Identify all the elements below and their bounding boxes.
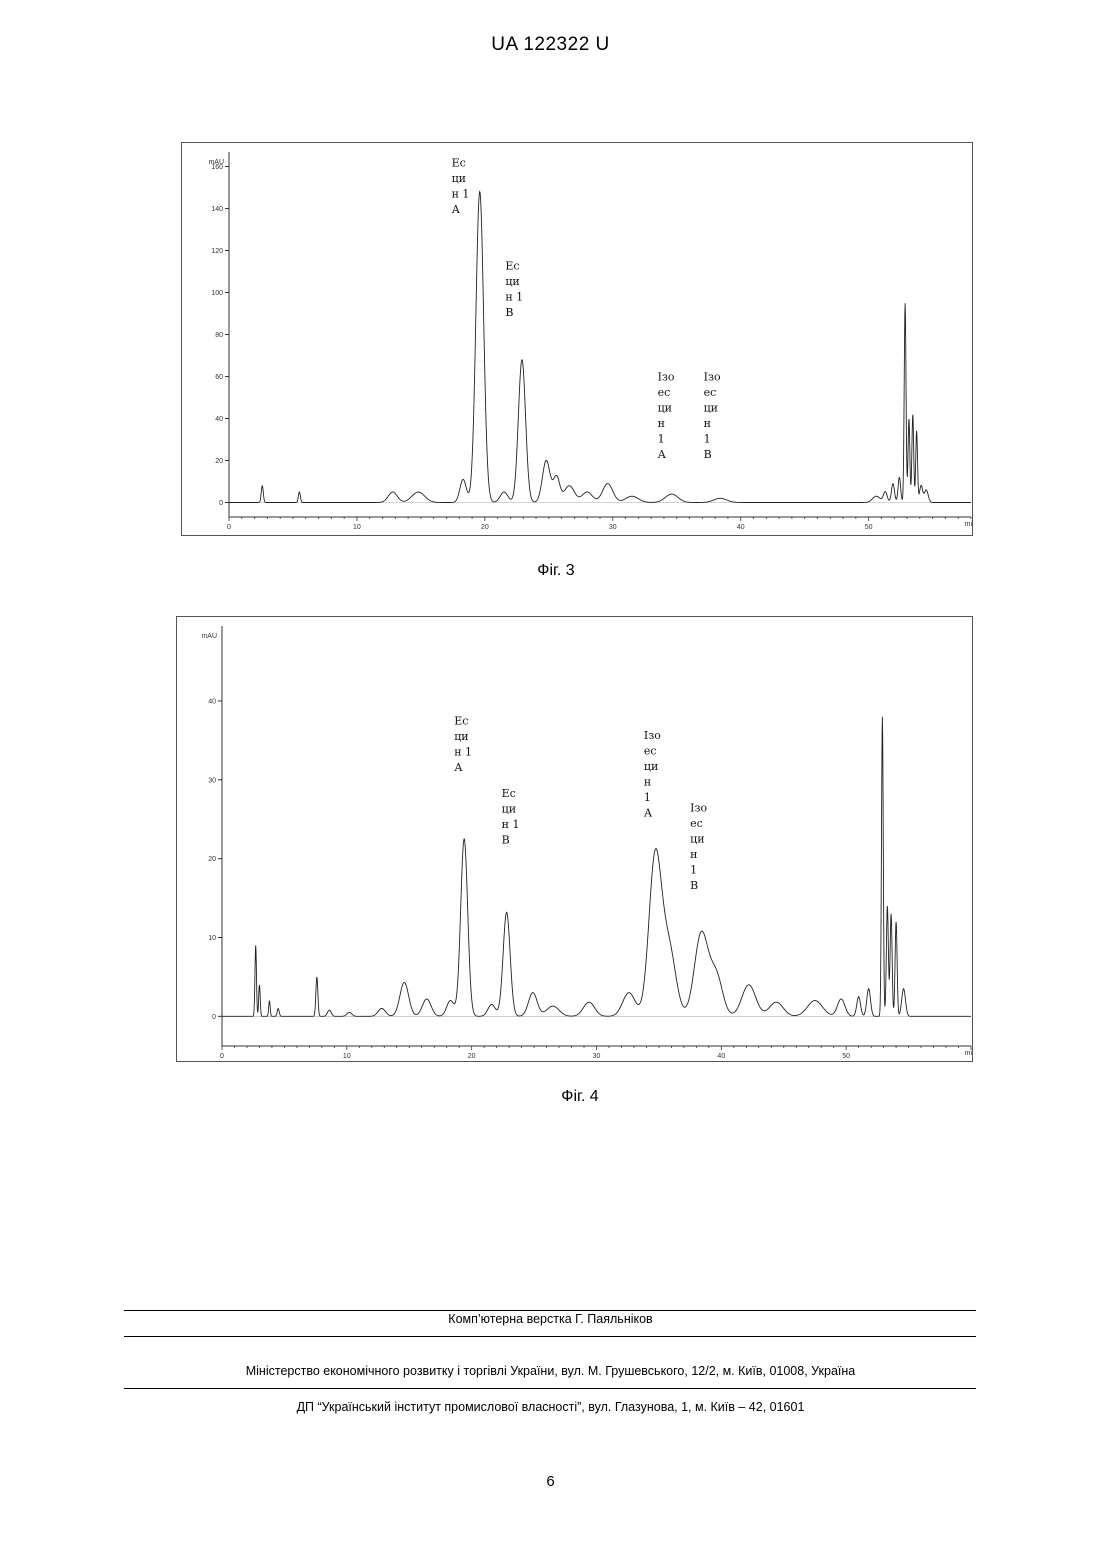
peak-annotation-line: Ес xyxy=(454,715,468,728)
y-tick-label: 60 xyxy=(215,374,223,381)
peak-annotation-line: Ес xyxy=(452,157,466,170)
y-tick-label: 40 xyxy=(208,698,216,705)
peak-annotation-line: ес xyxy=(644,744,657,757)
peak-annotation-line: Ізо xyxy=(658,371,675,384)
peak-annotation-line: ци xyxy=(505,275,519,288)
peak-annotation-line: А xyxy=(658,448,667,461)
y-tick-label: 0 xyxy=(219,500,223,507)
y-tick-label: 120 xyxy=(211,248,223,255)
peak-annotation-line: ци xyxy=(644,760,658,773)
peak-annotation-line: ци xyxy=(502,803,516,816)
y-tick-label: 0 xyxy=(212,1014,216,1021)
y-tick-label: 140 xyxy=(211,206,223,213)
peak-annotation: Ізо ес ци н 1 А xyxy=(644,729,661,820)
peak-annotation-line: н 1 xyxy=(502,818,520,831)
footer-rule-bottom xyxy=(124,1388,976,1389)
peak-annotation: Ес ци н 1 В xyxy=(505,259,523,319)
x-tick-label: 50 xyxy=(865,524,873,531)
chromatogram-fig3: mAUmi02040608010012014016001020304050Есц… xyxy=(181,142,973,536)
x-tick-label: 50 xyxy=(842,1053,850,1060)
y-tick-label: 160 xyxy=(211,164,223,171)
ministry-address: Міністерство економічного розвитку і тор… xyxy=(0,1364,1101,1378)
peak-annotation: Ізо ес ци н 1 А xyxy=(658,371,675,462)
chromatogram-fig4: mAU mi 0 10 20 30 40 0 10 20 30 40 50 Ес ци н 1 А Ес ци н 1… xyxy=(176,616,973,1062)
peak-annotation-line: Ізо xyxy=(690,801,707,814)
peak-annotation-line: н xyxy=(644,775,651,788)
x-unit-label: mi xyxy=(965,1050,973,1057)
peak-annotation-line: н xyxy=(690,848,697,861)
x-tick-label: 30 xyxy=(593,1053,601,1060)
document-number: UA 122322 U xyxy=(0,34,1101,56)
y-tick-label: 20 xyxy=(208,856,216,863)
x-tick-label: 10 xyxy=(353,524,361,531)
peak-annotation-line: Ес xyxy=(505,259,519,272)
peak-annotation-line: ци xyxy=(452,172,466,185)
x-tick-label: 10 xyxy=(343,1053,351,1060)
y-tick-label: 10 xyxy=(208,935,216,942)
figure-3-caption: Фіг. 3 xyxy=(456,562,656,580)
peak-annotation-line: Ес xyxy=(502,787,516,800)
peak-annotation-line: 1 xyxy=(644,791,651,804)
typesetter-credit: Комп’ютерна верстка Г. Паяльніков xyxy=(0,1312,1101,1326)
x-tick-label: 40 xyxy=(717,1053,725,1060)
peak-annotation-line: н 1 xyxy=(454,746,472,759)
y-tick-label: 20 xyxy=(215,458,223,465)
page-number: 6 xyxy=(0,1473,1101,1490)
y-unit-label: mAU xyxy=(201,633,217,640)
peak-annotation: Ес ци н 1 А xyxy=(454,715,472,775)
peak-annotation-line: 1 xyxy=(658,433,665,446)
footer-rule-top xyxy=(124,1310,976,1311)
peak-annotation-line: ци xyxy=(704,402,718,415)
y-tick-label: 80 xyxy=(215,332,223,339)
peak-annotation-line: В xyxy=(505,306,513,319)
plot-frame xyxy=(182,143,973,536)
chromatogram-fig3-svg: mAUmi02040608010012014016001020304050Есц… xyxy=(181,142,973,536)
chromatogram-trace xyxy=(222,717,971,1017)
peak-annotation-line: ес xyxy=(704,386,717,399)
plot-frame xyxy=(177,617,973,1062)
institute-address: ДП “Український інститут промислової вла… xyxy=(0,1400,1101,1414)
peak-annotation: Ес ци н 1 А xyxy=(452,157,470,217)
peak-annotation-line: А xyxy=(452,203,461,216)
peak-annotation-line: ци xyxy=(690,832,704,845)
peak-annotation-line: 1 xyxy=(704,433,711,446)
x-tick-label: 0 xyxy=(220,1053,224,1060)
peak-annotation-line: А xyxy=(454,761,463,774)
x-tick-label: 30 xyxy=(609,524,617,531)
peak-annotation-line: ци xyxy=(454,730,468,743)
peak-annotation-line: ес xyxy=(658,386,671,399)
peak-annotation: Ес ци н 1 В xyxy=(502,787,520,847)
x-tick-label: 0 xyxy=(227,524,231,531)
peak-annotation-line: В xyxy=(690,879,698,892)
footer-rule-middle xyxy=(124,1336,976,1337)
chromatogram-fig4-svg: mAU mi 0 10 20 30 40 0 10 20 30 40 50 Ес ци н 1 А Ес ци н 1… xyxy=(176,616,973,1062)
x-tick-label: 20 xyxy=(481,524,489,531)
x-tick-label: 20 xyxy=(468,1053,476,1060)
peak-annotation-line: н 1 xyxy=(505,290,523,303)
y-tick-label: 100 xyxy=(211,290,223,297)
peak-annotation: Ізо ес ци н 1 В xyxy=(704,371,721,462)
peak-annotation-line: н 1 xyxy=(452,188,470,201)
x-unit-label: mi xyxy=(965,521,973,528)
peak-annotation-line: В xyxy=(704,448,712,461)
peak-annotation-line: ес xyxy=(690,817,703,830)
peak-annotation-line: ци xyxy=(658,402,672,415)
peak-annotation-line: н xyxy=(658,417,665,430)
chromatogram-trace xyxy=(229,192,971,503)
peak-annotation-line: Ізо xyxy=(704,371,721,384)
peak-annotation-line: 1 xyxy=(690,863,697,876)
figure-4-caption: Фіг. 4 xyxy=(480,1088,680,1106)
y-tick-label: 30 xyxy=(208,777,216,784)
peak-annotation: Ізо ес ци н 1 В xyxy=(690,801,707,892)
y-tick-label: 40 xyxy=(215,416,223,423)
x-tick-label: 40 xyxy=(737,524,745,531)
peak-annotation-line: В xyxy=(502,834,510,847)
peak-annotation-line: н xyxy=(704,417,711,430)
peak-annotation-line: Ізо xyxy=(644,729,661,742)
peak-annotation-line: А xyxy=(644,806,653,819)
